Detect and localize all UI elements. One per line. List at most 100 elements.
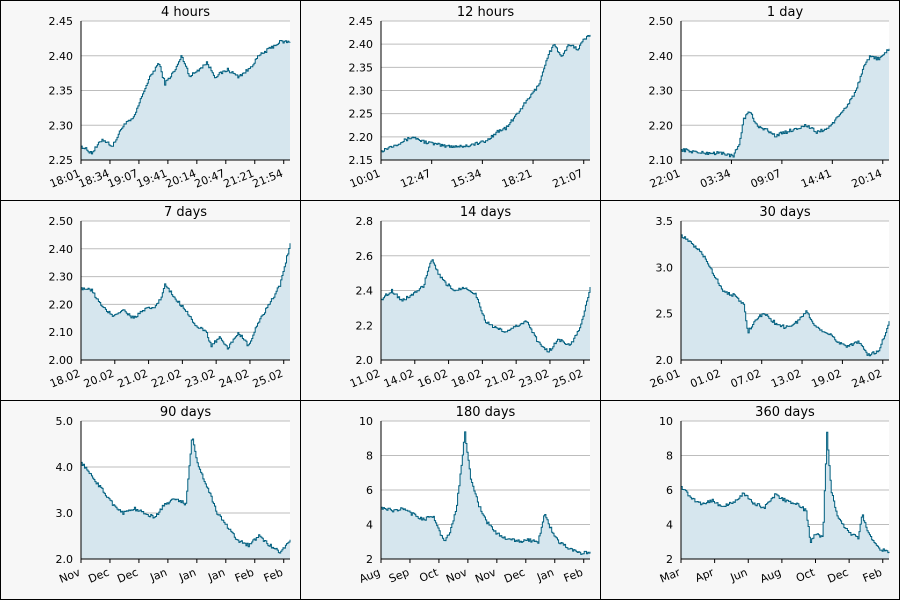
chart-title: 1 day — [767, 5, 804, 20]
chart-svg: 30 days 2.0 2.5 3.0 3.5 26.01 01.02 07.02 13.02 1… — [648, 205, 890, 391]
y-tick-label: 10 — [359, 415, 373, 428]
y-tick-label: 2.40 — [349, 38, 374, 51]
series-line — [81, 40, 291, 155]
chart-title: 12 hours — [457, 5, 514, 20]
chart-svg: 360 days 2 4 6 8 10 Mar Apr Jun Aug Oct Dec Feb — [658, 405, 890, 586]
chart-title: 90 days — [160, 405, 212, 420]
chart-panel: 12 hours 2.15 2.20 2.25 2.30 2.35 2.40 2.45 10:0… — [300, 0, 601, 201]
y-tick-label: 3.0 — [656, 261, 674, 274]
chart-svg: 14 days 2.0 2.2 2.4 2.6 2.8 11.02 14.02 16.02 18.… — [348, 205, 591, 391]
x-tick-label: 26.01 — [648, 367, 682, 391]
y-tick-label: 2.00 — [49, 354, 74, 367]
x-tick-label: 12:47 — [399, 167, 433, 191]
y-tick-label: 2.25 — [349, 108, 374, 121]
x-tick-label: Jan — [176, 566, 198, 585]
y-tick-label: 2.40 — [49, 243, 74, 256]
x-tick-label: 18:21 — [500, 167, 534, 191]
y-tick-label: 3.5 — [656, 215, 674, 228]
x-tick-label: 09:07 — [749, 167, 783, 191]
y-tick-label: 2.35 — [349, 61, 374, 74]
y-tick-label: 2 — [366, 553, 373, 566]
x-tick-label: 21.02 — [116, 367, 150, 391]
y-tick-label: 2.0 — [356, 354, 374, 367]
x-tick-label: Jan — [147, 566, 169, 585]
y-tick-label: 2.40 — [649, 50, 674, 63]
x-tick-label: 24.02 — [850, 367, 884, 391]
x-tick-label: 19.02 — [809, 367, 843, 391]
x-tick-label: Nov — [473, 566, 498, 586]
x-tick-label: Sep — [387, 566, 411, 586]
chart-panel: 4 hours 2.25 2.30 2.35 2.40 2.45 18:01 18:34 19:… — [0, 0, 301, 201]
series-area — [681, 234, 889, 360]
x-tick-label: Feb — [233, 566, 256, 585]
y-tick-label: 2 — [666, 553, 673, 566]
x-tick-label: 01.02 — [688, 367, 722, 391]
y-tick-label: 2.45 — [49, 15, 74, 28]
chart-title: 360 days — [755, 405, 815, 420]
y-tick-label: 6 — [666, 484, 673, 497]
x-tick-label: 20:14 — [850, 167, 884, 191]
y-tick-label: 2.8 — [356, 215, 374, 228]
chart-title: 30 days — [759, 205, 811, 220]
series-area — [381, 431, 590, 559]
chart-panel: 360 days 2 4 6 8 10 Mar Apr Jun Aug Oct Dec Feb — [600, 400, 900, 600]
y-tick-label: 2.45 — [349, 15, 374, 28]
x-tick-label: 13.02 — [769, 367, 803, 391]
chart-panel: 14 days 2.0 2.2 2.4 2.6 2.8 11.02 14.02 16.02 18.… — [300, 200, 601, 401]
x-tick-label: Jun — [728, 566, 750, 585]
chart-svg: 4 hours2.252.302.352.402.4518:0118:3419:… — [48, 5, 291, 191]
series-line — [81, 243, 291, 350]
series-line — [381, 259, 591, 353]
x-tick-label: 25.02 — [251, 367, 285, 391]
chart-svg: 7 days 2.00 2.10 2.20 2.30 2.40 2.50 18.02 20.02… — [48, 205, 291, 391]
x-tick-label: 16.02 — [416, 367, 450, 391]
y-tick-label: 2.30 — [349, 85, 374, 98]
series-line — [381, 431, 591, 555]
y-tick-label: 2.30 — [649, 85, 674, 98]
y-tick-label: 8 — [366, 450, 373, 463]
x-tick-label: Jan — [534, 566, 556, 585]
y-tick-label: 2.30 — [49, 119, 74, 132]
x-tick-label: Oct — [794, 565, 817, 584]
y-tick-label: 2.40 — [49, 50, 74, 63]
series-line — [681, 234, 890, 357]
series-area — [681, 48, 889, 160]
x-tick-label: 24.02 — [217, 367, 251, 391]
x-tick-label: Dec — [86, 566, 111, 586]
chart-panel: 90 days 2.0 3.0 4.0 5.0 Nov Dec Dec Jan Jan Jan Feb… — [0, 400, 301, 600]
y-tick-label: 2.5 — [656, 308, 674, 321]
y-tick-label: 3.0 — [56, 507, 74, 520]
x-tick-label: 21.02 — [483, 367, 517, 391]
x-tick-label: Nov — [57, 566, 82, 586]
chart-title: 7 days — [164, 205, 207, 220]
chart-title: 180 days — [456, 405, 516, 420]
x-tick-label: 15:34 — [449, 167, 483, 191]
x-tick-label: Dec — [826, 566, 851, 586]
series-area — [81, 40, 290, 160]
y-tick-label: 8 — [666, 450, 673, 463]
x-tick-label: 07.02 — [729, 367, 763, 391]
y-tick-label: 2.20 — [349, 131, 374, 144]
y-tick-label: 2.2 — [356, 319, 374, 332]
x-tick-label: Oct — [418, 565, 441, 584]
x-tick-label: 25.02 — [551, 367, 585, 391]
y-tick-label: 2.10 — [649, 154, 674, 167]
x-tick-label: Feb — [861, 566, 884, 585]
x-tick-label: 22:01 — [648, 167, 682, 191]
series-line — [381, 34, 591, 153]
x-tick-label: 21:07 — [551, 167, 585, 191]
x-tick-label: Dec — [115, 566, 140, 586]
chart-panel: 180 days 2 4 6 8 10 Aug Sep Oct Nov Nov Dec Jan Feb — [300, 400, 601, 600]
x-tick-label: 23.02 — [183, 367, 217, 391]
series-area — [681, 432, 889, 559]
y-tick-label: 6 — [366, 484, 373, 497]
y-tick-label: 2.15 — [349, 154, 374, 167]
y-tick-label: 2.30 — [49, 271, 74, 284]
x-tick-label: 18.02 — [449, 367, 483, 391]
x-tick-label: 23.02 — [517, 367, 551, 391]
y-tick-label: 2.0 — [656, 354, 674, 367]
y-tick-label: 2.10 — [49, 326, 74, 339]
x-tick-label: 22.02 — [149, 367, 183, 391]
x-tick-label: Apr — [693, 566, 716, 585]
